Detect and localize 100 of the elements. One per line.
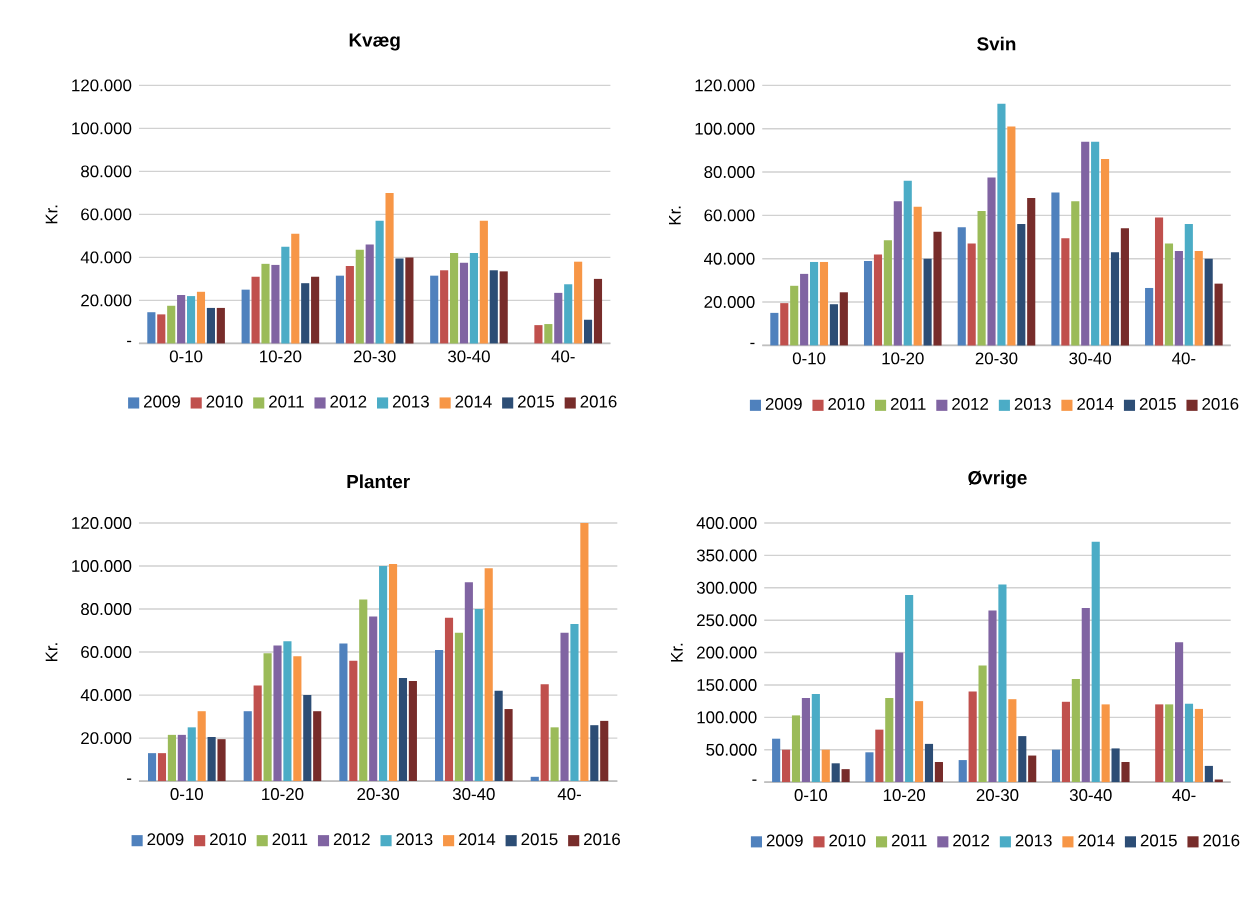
bar <box>1018 736 1027 783</box>
bar <box>841 769 850 783</box>
legend-label: 2011 <box>269 395 304 408</box>
bar <box>349 660 358 782</box>
legend-label: 2009 <box>147 833 184 846</box>
bar <box>772 738 781 783</box>
y-tick-label: 20.000 <box>81 294 132 307</box>
bar <box>977 211 986 346</box>
bar <box>157 753 167 782</box>
legend-label: 2012 <box>953 834 990 847</box>
bar <box>530 776 539 782</box>
bar <box>997 103 1006 346</box>
bar <box>829 304 838 346</box>
bar <box>186 296 196 344</box>
legend-label: 2015 <box>521 833 558 846</box>
bar <box>560 632 569 782</box>
x-tick-label: 10-20 <box>882 352 924 365</box>
legend-label: 2016 <box>1202 397 1239 410</box>
bar <box>1051 192 1060 346</box>
legend-label: 2011 <box>890 397 926 410</box>
bar <box>311 276 320 344</box>
bar <box>196 291 206 344</box>
chart-title: Planter <box>347 474 410 489</box>
legend-label: 2009 <box>766 834 803 847</box>
bar <box>313 711 322 782</box>
bar <box>968 691 977 783</box>
y-tick-label: 80.000 <box>81 165 132 178</box>
bar <box>1017 224 1026 346</box>
bar <box>893 201 902 346</box>
bar <box>339 643 348 782</box>
bar <box>1008 699 1017 783</box>
legend-label: 2012 <box>952 397 989 410</box>
bar <box>499 271 508 344</box>
bar <box>469 253 478 344</box>
chart-title: Svin <box>977 36 1016 51</box>
bar <box>1184 224 1193 346</box>
chart-title: Kvæg <box>349 33 400 51</box>
legend-label: 2011 <box>272 833 308 846</box>
bar <box>1155 704 1164 783</box>
bar <box>1204 258 1213 346</box>
bar <box>801 697 810 783</box>
bar <box>283 641 292 782</box>
x-tick-label: 40- <box>1172 789 1196 802</box>
bar <box>1145 287 1154 346</box>
bar <box>988 610 997 783</box>
bar <box>593 278 603 344</box>
x-tick-label: 30-40 <box>1069 789 1112 802</box>
bar <box>1110 252 1120 346</box>
bar <box>1081 607 1090 783</box>
y-tick-label: - <box>127 340 132 343</box>
bar <box>359 599 368 782</box>
bar <box>369 616 378 782</box>
bar <box>293 656 302 782</box>
bar <box>440 270 449 344</box>
bar <box>987 177 996 346</box>
bar <box>885 697 894 783</box>
x-tick-label: 30-40 <box>1069 352 1112 365</box>
x-tick-label: 10-20 <box>883 789 926 802</box>
bar <box>957 227 966 346</box>
x-tick-label: 20-30 <box>976 789 1019 802</box>
bar <box>241 289 250 344</box>
y-tick-label: 80.000 <box>81 603 132 615</box>
bar <box>197 711 206 782</box>
legend-label: 2010 <box>210 833 247 846</box>
bar <box>958 760 967 783</box>
y-tick-label: 100.000 <box>697 711 757 724</box>
bar <box>479 220 488 344</box>
bar <box>924 743 934 783</box>
y-tick-label: 100.000 <box>695 122 755 135</box>
legend-label: 2013 <box>396 833 433 846</box>
legend-label: 2014 <box>458 833 496 846</box>
bar <box>544 324 553 344</box>
x-tick-label: 0-10 <box>169 350 203 363</box>
bar <box>895 652 904 783</box>
bar <box>1165 704 1174 783</box>
legend-label: 2009 <box>765 397 802 410</box>
legend-label: 2010 <box>828 397 865 410</box>
x-tick-label: 20-30 <box>353 350 396 363</box>
bar <box>450 253 459 344</box>
bar <box>494 690 503 782</box>
bar <box>1175 642 1184 783</box>
bar <box>459 262 469 344</box>
bar <box>1174 251 1183 346</box>
bar <box>770 312 779 346</box>
bar <box>251 276 260 344</box>
y-tick-label: - <box>127 778 132 780</box>
bar <box>216 307 225 344</box>
bar <box>1154 217 1164 346</box>
y-tick-label: 150.000 <box>697 678 757 691</box>
bar <box>998 584 1007 783</box>
bar <box>875 729 884 783</box>
bar <box>504 709 513 782</box>
bar <box>967 243 976 346</box>
legend-label: 2014 <box>1077 397 1114 410</box>
bar <box>914 701 924 783</box>
bar <box>207 736 216 782</box>
x-tick-label: 40- <box>557 788 581 801</box>
bar <box>913 206 922 346</box>
y-tick-label: 60.000 <box>81 646 132 658</box>
bar <box>147 753 157 782</box>
